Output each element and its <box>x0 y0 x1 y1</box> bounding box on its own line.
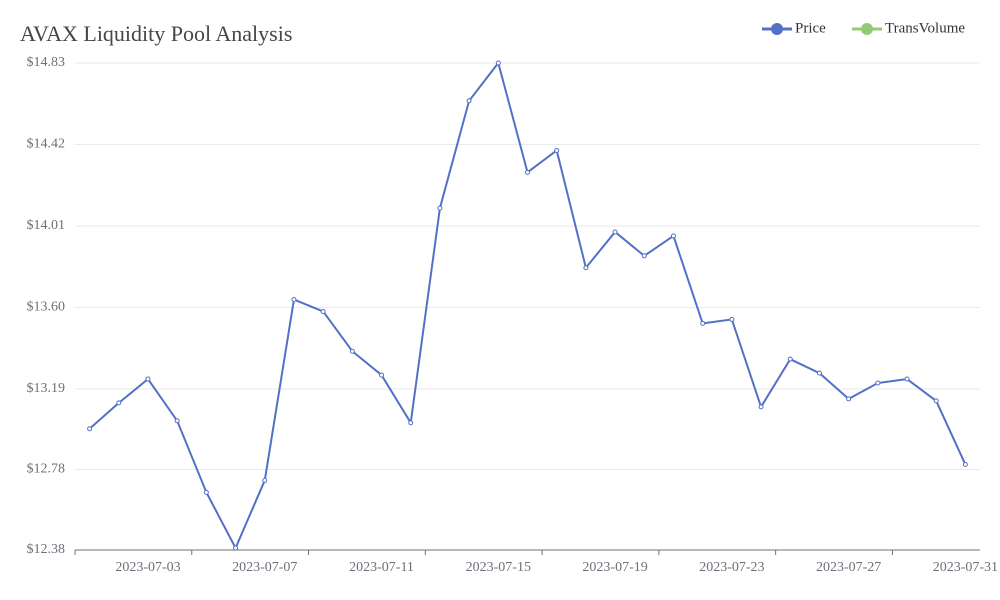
x-tick-label: 2023-07-23 <box>699 560 764 575</box>
data-point <box>320 308 326 314</box>
data-point <box>233 545 239 551</box>
x-tick-label: 2023-07-03 <box>115 560 180 575</box>
y-tick-label: $14.01 <box>27 218 66 233</box>
legend-dot <box>861 23 873 35</box>
data-point <box>729 316 735 322</box>
data-point <box>816 370 822 376</box>
x-tick-label: 2023-07-31 <box>933 560 998 575</box>
data-point <box>846 396 852 402</box>
data-point <box>349 348 355 354</box>
data-point <box>466 98 472 104</box>
x-tick-label: 2023-07-19 <box>582 560 647 575</box>
data-point <box>379 372 385 378</box>
data-point <box>291 297 297 303</box>
y-tick-label: $14.42 <box>27 137 66 152</box>
y-tick-label: $14.83 <box>27 55 66 70</box>
y-tick-label: $12.78 <box>27 462 66 477</box>
data-point <box>203 489 209 495</box>
legend-label: TransVolume <box>885 20 965 36</box>
data-point <box>583 265 589 271</box>
y-tick-label: $13.60 <box>27 300 66 315</box>
data-point <box>758 404 764 410</box>
price-line <box>88 60 967 551</box>
data-point <box>612 229 618 235</box>
x-tick-label: 2023-07-27 <box>816 560 881 575</box>
data-point <box>145 376 151 382</box>
data-point <box>87 426 93 432</box>
data-point <box>554 147 560 153</box>
data-point <box>495 60 501 66</box>
data-point <box>904 376 910 382</box>
y-tick-label: $13.19 <box>27 381 66 396</box>
data-point <box>933 398 939 404</box>
data-point <box>174 418 180 424</box>
x-tick-label: 2023-07-11 <box>349 560 414 575</box>
data-point <box>116 400 122 406</box>
data-point <box>437 205 443 211</box>
legend-dot <box>771 23 783 35</box>
chart-title: AVAX Liquidity Pool Analysis <box>20 21 292 46</box>
data-point <box>700 320 706 326</box>
data-point <box>408 420 414 426</box>
y-tick-label: $12.38 <box>27 542 66 557</box>
data-point <box>670 233 676 239</box>
data-point <box>525 169 530 175</box>
x-tick-label: 2023-07-15 <box>466 560 531 575</box>
data-point <box>641 253 647 259</box>
legend-label: Price <box>795 20 826 36</box>
data-point <box>787 356 793 362</box>
data-point <box>875 380 881 386</box>
x-tick-label: 2023-07-07 <box>232 560 297 575</box>
data-point <box>262 477 268 483</box>
data-point <box>962 462 968 468</box>
